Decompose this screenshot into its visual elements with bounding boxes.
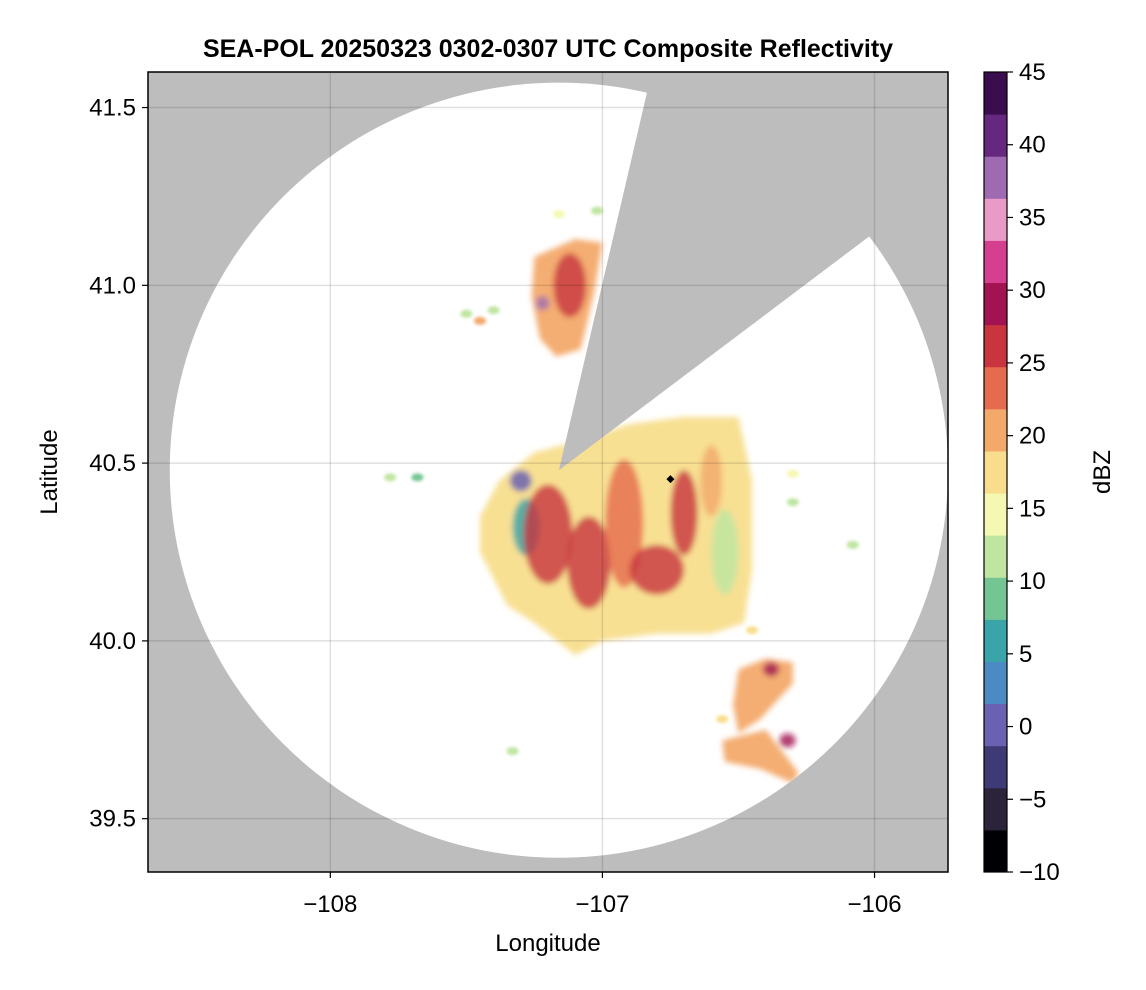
echo-smooth-layer: [479, 239, 799, 784]
echo-speckle-5: [506, 747, 519, 756]
echo-speckle-0: [473, 316, 486, 325]
reflectivity-core-2: [605, 459, 644, 588]
chart-title: SEA-POL 20250323 0302-0307 UTC Composite…: [203, 35, 893, 63]
colorbar-tick-label: 20: [1019, 423, 1046, 450]
x-axis-ticks: −108 −107 −106: [303, 872, 902, 918]
colorbar-band: [984, 534, 1007, 578]
weak-echo-2: [509, 470, 532, 492]
colorbar-ticks: −10 −5 0 5 10 15 20 25 30 35 40 45: [1007, 59, 1060, 886]
echo-speckle-4: [411, 473, 424, 482]
colorbar-tick-label: 5: [1019, 641, 1032, 668]
echo-speckle-12: [716, 715, 729, 724]
y-tick-label: 39.5: [89, 806, 136, 833]
colorbar-band: [984, 113, 1007, 157]
echo-speckle-9: [786, 498, 799, 507]
colorbar-tick-label: 45: [1019, 59, 1046, 86]
echo-speckle-3: [384, 473, 397, 482]
y-tick-label: 40.5: [89, 450, 136, 477]
colorbar-label: dBZ: [1089, 450, 1116, 494]
colorbar-band: [984, 197, 1007, 241]
echo-speckle-10: [846, 540, 859, 549]
colorbar-band: [984, 408, 1007, 452]
colorbar-tick-label: 35: [1019, 204, 1046, 231]
colorbar-band: [984, 239, 1007, 284]
colorbar-band: [984, 450, 1007, 494]
echo-speckle-8: [786, 469, 799, 478]
colorbar-frame: [983, 71, 1008, 873]
x-tick-label: −106: [847, 891, 901, 918]
colorbar-tick-label: 25: [1019, 350, 1046, 377]
reflectivity-core-4: [670, 470, 698, 556]
colorbar-band: [984, 660, 1007, 705]
colorbar-band: [984, 492, 1007, 536]
colorbar-tick-label: 10: [1019, 568, 1046, 595]
y-tick-label: 41.0: [89, 272, 136, 299]
grid-lines: [148, 72, 948, 872]
reflectivity-core-6: [553, 253, 587, 318]
colorbar-tick-label: 30: [1019, 277, 1046, 304]
reflectivity-core-3: [629, 544, 685, 595]
echo-speckle-2: [460, 309, 473, 318]
echo-speckle-11: [746, 626, 759, 635]
colorbar-tick-label: −10: [1019, 859, 1060, 886]
colorbar-band: [984, 703, 1007, 747]
colorbar-tick-label: −5: [1019, 786, 1046, 813]
colorbar-band: [984, 787, 1007, 831]
y-tick-label: 41.5: [89, 95, 136, 122]
y-axis-label: Latitude: [36, 429, 63, 514]
colorbar-bands: [984, 71, 1007, 873]
reflectivity-core-8: [762, 662, 780, 677]
colorbar-band: [984, 71, 1007, 115]
x-axis-label: Longitude: [495, 930, 600, 957]
colorbar-tick-label: 40: [1019, 132, 1046, 159]
echo-speckle-6: [552, 210, 565, 219]
echo-speckle-7: [590, 206, 603, 215]
echo-speckle-layer: [384, 206, 859, 756]
colorbar-tick-label: 15: [1019, 495, 1046, 522]
echo-speckle-1: [487, 306, 500, 315]
echo-region-southeast-2: [722, 729, 799, 784]
colorbar-band: [984, 282, 1007, 326]
colorbar-band: [984, 155, 1007, 199]
weak-echo-0: [711, 509, 739, 595]
colorbar-band: [984, 745, 1007, 789]
colorbar-band: [984, 576, 1007, 620]
echo-region-southeast-1: [733, 658, 793, 734]
colorbar-band: [984, 618, 1007, 662]
reflectivity-core-1: [567, 516, 611, 609]
plot-area: [148, 72, 948, 872]
radar-site-marker: [666, 475, 675, 484]
colorbar: −10 −5 0 5 10 15 20 25 30 35 40 45 dBZ: [983, 59, 1116, 886]
reflectivity-core-0: [523, 484, 573, 584]
reflectivity-core-9: [779, 733, 796, 748]
reflectivity-echoes: [384, 206, 859, 784]
plot-frame: [147, 71, 949, 873]
colorbar-band: [984, 366, 1007, 410]
colorbar-tick-label: 0: [1019, 714, 1032, 741]
reflectivity-core-5: [700, 445, 723, 517]
x-tick-label: −107: [575, 891, 629, 918]
x-tick-label: −108: [303, 891, 357, 918]
y-axis-ticks: 39.5 40.0 40.5 41.0 41.5: [89, 95, 148, 833]
colorbar-band: [984, 829, 1007, 873]
reflectivity-core-7: [535, 296, 550, 311]
blocked-sector: [558, 72, 948, 471]
colorbar-band: [984, 324, 1007, 368]
y-tick-label: 40.0: [89, 628, 136, 655]
